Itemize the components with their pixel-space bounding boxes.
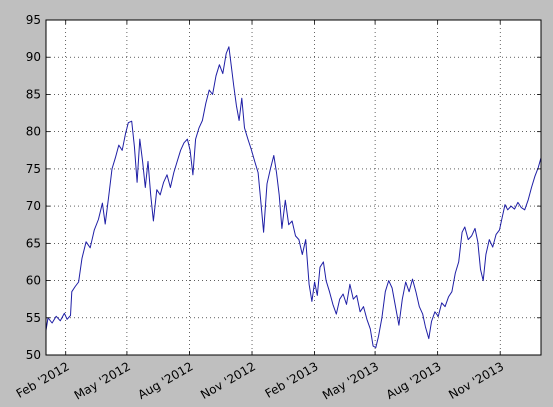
- x-tick-label: May '2012: [72, 359, 133, 402]
- y-tick-label: 95: [26, 13, 41, 27]
- ticks: [46, 19, 541, 356]
- x-axis-labels: Feb '2012 May '2012 Aug '2012 Nov '2012 Feb …: [14, 359, 506, 402]
- x-tick-label: Nov '2013: [446, 359, 506, 402]
- x-tick-label: Aug '2012: [136, 359, 196, 402]
- grid: [46, 20, 541, 355]
- y-tick-label: 90: [26, 50, 41, 64]
- y-tick-label: 80: [26, 125, 41, 139]
- y-tick-label: 85: [26, 87, 41, 101]
- x-tick-label: May '2013: [320, 359, 381, 402]
- x-tick-label: Feb '2012: [14, 359, 72, 401]
- y-tick-label: 60: [26, 274, 41, 288]
- x-tick-label: Nov '2012: [198, 359, 258, 402]
- y-axis-labels: 50 55 60 65 70 75 80 85 90 95: [26, 13, 41, 362]
- y-tick-label: 65: [26, 236, 41, 250]
- x-tick-label: Aug '2013: [384, 359, 444, 402]
- x-tick-label: Feb '2013: [263, 359, 321, 401]
- y-tick-label: 70: [26, 199, 41, 213]
- y-tick-label: 50: [26, 348, 41, 362]
- plot-area: [46, 20, 541, 355]
- plot-frame: [45, 19, 542, 356]
- y-tick-label: 75: [26, 162, 41, 176]
- series-layer: [45, 46, 542, 349]
- y-tick-label: 55: [26, 311, 41, 325]
- series-line-1: [45, 46, 542, 349]
